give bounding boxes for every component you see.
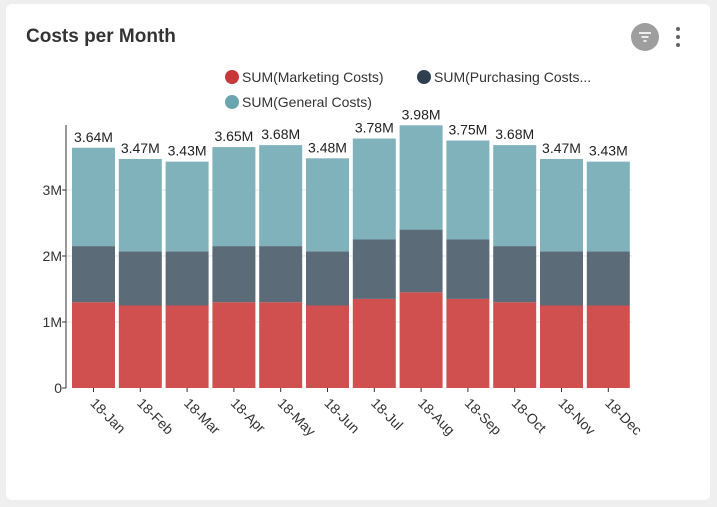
- bar-general: [118, 158, 162, 252]
- bar-marketing: [212, 302, 256, 388]
- y-tick-label: 1M: [43, 314, 62, 330]
- x-tick-label: 18-Jun: [321, 395, 363, 437]
- bars: [72, 125, 630, 388]
- bar-marketing: [540, 305, 583, 388]
- total-label: 3.68M: [495, 126, 534, 142]
- bar-marketing: [118, 305, 162, 388]
- total-label: 3.78M: [355, 120, 394, 136]
- x-tick-label: 18-Dec: [602, 395, 645, 438]
- x-tick-label: 18-Oct: [509, 395, 550, 436]
- dot: [676, 43, 680, 47]
- y-tick-label: 3M: [43, 182, 62, 198]
- bar-purchasing: [306, 251, 349, 306]
- bar-marketing: [165, 305, 209, 388]
- bar-general: [259, 145, 303, 247]
- bar-purchasing: [399, 229, 443, 293]
- x-tick-label: 18-Apr: [228, 395, 269, 436]
- legend-dot: [225, 95, 239, 109]
- bar-marketing: [352, 298, 396, 388]
- more-vertical-icon: [676, 27, 680, 31]
- bar-general: [212, 147, 256, 247]
- bar-general: [399, 125, 443, 230]
- bar-purchasing: [259, 246, 303, 303]
- bar-general: [540, 158, 583, 252]
- chart-title: Costs per Month: [26, 26, 176, 47]
- bar-general: [165, 161, 209, 252]
- legend-dot: [417, 70, 431, 84]
- legend-label: SUM(General Costs): [242, 94, 372, 110]
- bar-purchasing: [540, 251, 583, 306]
- bar-purchasing: [493, 246, 537, 303]
- bar-marketing: [446, 298, 490, 388]
- x-tick-label: 18-May: [275, 395, 319, 439]
- total-label: 3.64M: [74, 129, 113, 145]
- bar-purchasing: [165, 251, 209, 306]
- total-label: 3.98M: [402, 106, 441, 122]
- filter-button[interactable]: [631, 23, 659, 51]
- bar-purchasing: [586, 251, 630, 306]
- dot: [676, 35, 680, 39]
- legend-label: SUM(Purchasing Costs...: [434, 69, 591, 85]
- bar-marketing: [259, 302, 303, 388]
- more-options-button[interactable]: [670, 24, 686, 50]
- filter-icon: [639, 32, 651, 42]
- total-labels: 3.64M 3.47M 3.43M 3.65M 3.68M 3.48M 3.78M 3.98M…: [74, 106, 628, 158]
- x-tick-label: 18-Mar: [181, 395, 224, 438]
- bar-purchasing: [352, 239, 396, 299]
- bar-marketing: [493, 302, 537, 388]
- bar-marketing: [306, 305, 349, 388]
- bar-general: [352, 138, 396, 240]
- x-tick-label: 18-Aug: [415, 395, 458, 438]
- x-tick-label: 18-Nov: [555, 395, 598, 438]
- x-tick-label: 18-Sep: [462, 395, 505, 438]
- bar-purchasing: [118, 251, 162, 306]
- total-label: 3.47M: [121, 140, 160, 156]
- bar-marketing: [586, 305, 630, 388]
- total-label: 3.43M: [168, 143, 207, 159]
- bar-marketing: [72, 302, 115, 388]
- x-tick-label: 18-Feb: [134, 395, 177, 438]
- bar-general: [586, 161, 630, 252]
- bar-marketing: [399, 292, 443, 388]
- x-tick-label: 18-Jul: [368, 395, 406, 433]
- bar-general: [306, 158, 349, 252]
- x-tick-label: 18-Jan: [87, 395, 129, 437]
- total-label: 3.68M: [261, 126, 300, 142]
- legend-dot: [225, 70, 239, 84]
- y-tick-label: 0: [54, 380, 62, 396]
- total-label: 3.48M: [308, 139, 347, 155]
- bar-purchasing: [212, 246, 256, 303]
- legend-label: SUM(Marketing Costs): [242, 69, 384, 85]
- bar-purchasing: [446, 239, 490, 299]
- total-label: 3.75M: [448, 122, 487, 138]
- total-label: 3.43M: [589, 143, 628, 159]
- y-tick-label: 2M: [43, 248, 62, 264]
- legend: SUM(Marketing Costs) SUM(Purchasing Costs…: [225, 69, 591, 110]
- bar-general: [72, 147, 115, 247]
- bar-general: [446, 140, 490, 240]
- bar-purchasing: [72, 246, 115, 303]
- bar-general: [493, 145, 537, 247]
- total-label: 3.65M: [214, 128, 253, 144]
- total-label: 3.47M: [542, 140, 581, 156]
